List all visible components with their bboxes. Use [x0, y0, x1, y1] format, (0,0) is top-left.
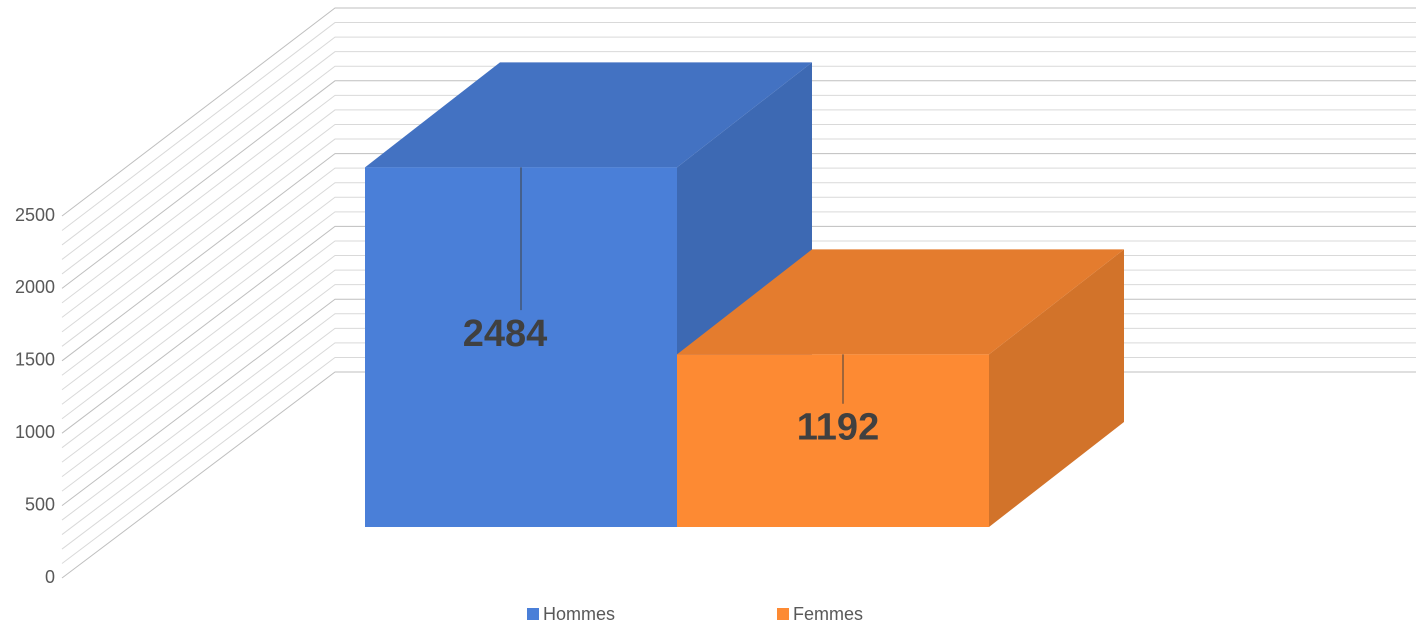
- legend-swatch: [527, 608, 539, 620]
- minor-grid-line: [61, 22, 1416, 231]
- minor-grid-line: [61, 51, 1416, 260]
- minor-grid-line: [61, 167, 1416, 376]
- minor-grid-line: [61, 240, 1416, 449]
- legend-label: Hommes: [543, 604, 615, 624]
- y-tick-label: 2000: [15, 277, 55, 297]
- y-tick-label: 0: [45, 567, 55, 587]
- y-tick-label: 1000: [15, 422, 55, 442]
- minor-grid-line: [61, 138, 1416, 347]
- legend-swatch: [777, 608, 789, 620]
- y-tick-label: 500: [25, 494, 55, 514]
- minor-grid-line: [61, 196, 1416, 405]
- bar: [677, 354, 989, 527]
- grid-line: [61, 7, 1416, 217]
- bar-side: [989, 249, 1124, 527]
- data-label: 2484: [463, 313, 548, 355]
- grid-line: [61, 80, 1416, 289]
- y-tick-label: 2500: [15, 205, 55, 225]
- minor-grid-line: [61, 109, 1416, 318]
- minor-grid-line: [61, 123, 1416, 333]
- legend-label: Femmes: [793, 604, 863, 624]
- minor-grid-line: [61, 211, 1416, 420]
- y-tick-label: 1500: [15, 350, 55, 370]
- data-label: 1192: [797, 407, 879, 449]
- bar-top: [365, 62, 812, 168]
- minor-grid-line: [61, 36, 1416, 246]
- bar-top: [677, 249, 1124, 355]
- grid-line: [61, 153, 1416, 362]
- grid-line: [61, 225, 1416, 434]
- minor-grid-line: [61, 182, 1416, 391]
- minor-grid-line: [61, 65, 1416, 275]
- minor-grid-line: [61, 94, 1416, 304]
